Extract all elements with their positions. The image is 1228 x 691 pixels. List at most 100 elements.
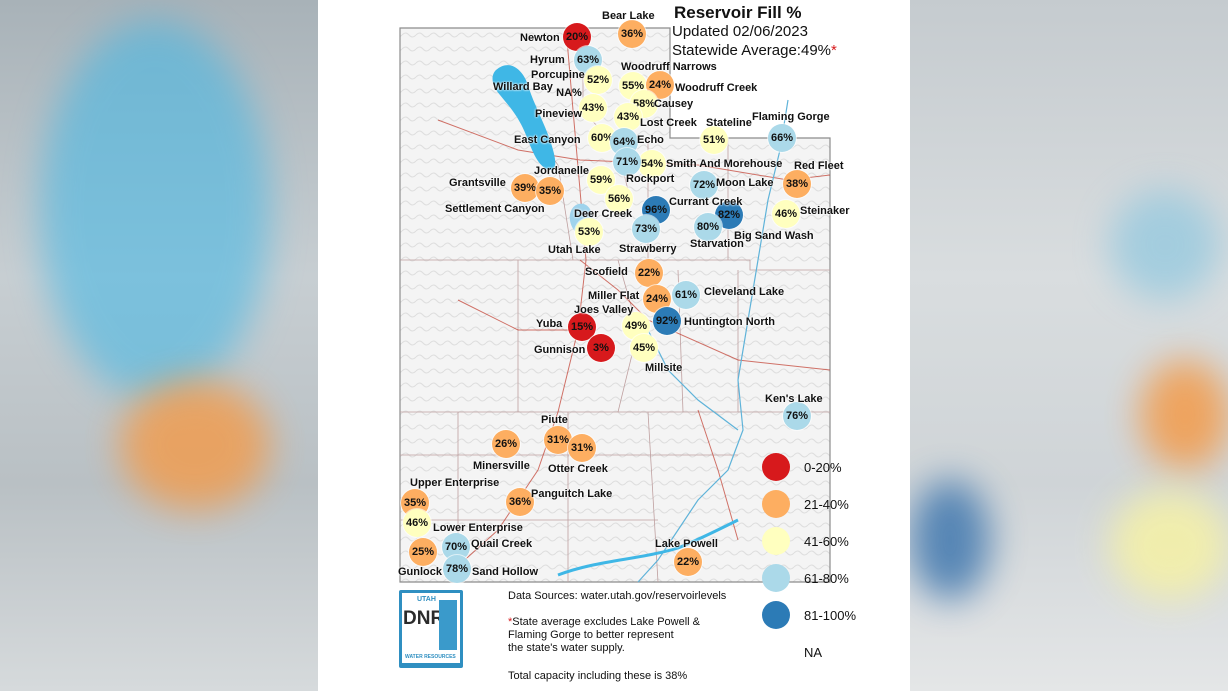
- reservoir-label-big-sand-wash: Big Sand Wash: [734, 230, 814, 242]
- legend-label: NA: [804, 644, 823, 660]
- dnr-logo: UTAH DNR WATER RESOURCES: [399, 590, 463, 668]
- reservoir-marker-scofield: 22%: [635, 259, 663, 287]
- blurred-background-left: [0, 0, 318, 691]
- average-note: *State average excludes Lake Powell & Fl…: [508, 616, 701, 654]
- legend-swatch: [762, 564, 790, 592]
- blur-orange-blob: [120, 380, 270, 510]
- reservoir-label-upper-enterprise: Upper Enterprise: [410, 477, 500, 489]
- reservoir-marker-panguitch-lake: 36%: [506, 488, 534, 516]
- reservoir-label-quail-creek: Quail Creek: [471, 538, 533, 550]
- reservoir-marker-woodruff-narrows: 55%: [619, 72, 647, 100]
- updated-date: Updated 02/06/2023: [672, 23, 808, 40]
- reservoir-marker-flaming-gorge: 66%: [768, 124, 796, 152]
- logo-state-shape: [439, 600, 457, 650]
- reservoir-label-piute: Piute: [541, 414, 568, 426]
- legend-item: 81-100%: [762, 601, 856, 629]
- reservoir-label-gunlock: Gunlock: [398, 566, 443, 578]
- reservoir-label-utah-lake: Utah Lake: [548, 244, 601, 256]
- reservoir-marker-piute: 31%: [544, 426, 572, 454]
- reservoir-label-causey: Causey: [654, 98, 694, 110]
- rivers: [637, 99, 789, 583]
- reservoir-marker-pineview: 43%: [579, 94, 607, 122]
- reservoir-marker-bear-lake: 36%: [618, 20, 646, 48]
- reservoir-label-strawberry: Strawberry: [619, 243, 677, 255]
- reservoir-label-yuba: Yuba: [536, 318, 563, 330]
- logo-bottom-text: WATER RESOURCES: [405, 654, 456, 660]
- reservoir-marker-huntington-north: 92%: [653, 307, 681, 335]
- reservoir-label-otter-creek: Otter Creek: [548, 463, 608, 475]
- reservoir-label-lower-enterprise: Lower Enterprise: [433, 522, 523, 534]
- reservoir-marker-ken-s-lake: 76%: [783, 402, 811, 430]
- reservoir-label-moon-lake: Moon Lake: [716, 177, 774, 189]
- reservoir-label-miller-flat: Miller Flat: [588, 290, 640, 302]
- legend-label: 21-40%: [804, 496, 849, 512]
- great-salt-lake: [492, 65, 556, 170]
- blur-orange-blob: [1140, 360, 1228, 470]
- reservoir-label-steinaker: Steinaker: [800, 205, 850, 217]
- reservoir-marker-moon-lake: 72%: [690, 171, 718, 199]
- reservoir-label-sand-hollow: Sand Hollow: [472, 566, 538, 578]
- reservoir-marker-gunlock: 25%: [409, 538, 437, 566]
- logo-main-text: DNR: [403, 608, 445, 629]
- reservoir-label-deer-creek: Deer Creek: [574, 208, 633, 220]
- reservoir-label-starvation: Starvation: [690, 238, 744, 250]
- reservoir-label-red-fleet: Red Fleet: [794, 160, 844, 172]
- reservoir-label-stateline: Stateline: [706, 117, 752, 129]
- reservoir-label-east-canyon: East Canyon: [514, 134, 581, 146]
- legend-item: 41-60%: [762, 527, 849, 555]
- reservoir-marker-grantsville: 39%: [511, 174, 539, 202]
- legend-item: 61-80%: [762, 564, 849, 592]
- reservoir-marker-porcupine: 52%: [584, 66, 612, 94]
- reservoir-marker-big-sand-wash: 82%: [715, 201, 743, 229]
- reservoir-label-flaming-gorge: Flaming Gorge: [752, 111, 830, 123]
- blurred-background-right: [910, 0, 1228, 691]
- legend-item: NA: [762, 638, 822, 666]
- blur-lake-blob: [40, 20, 270, 400]
- legend-item: 21-40%: [762, 490, 849, 518]
- reservoir-label-echo: Echo: [637, 134, 664, 146]
- reservoir-label-grantsville: Grantsville: [449, 177, 506, 189]
- legend-label: 41-60%: [804, 533, 849, 549]
- reservoir-marker-cleveland-lake: 61%: [672, 281, 700, 309]
- reservoir-marker-smith-and-morehouse: 54%: [638, 150, 666, 178]
- legend-swatch: [762, 490, 790, 518]
- utah-map: Reservoir Fill % Updated 02/06/2023 Stat…: [318, 0, 910, 691]
- reservoir-label-ken-s-lake: Ken's Lake: [765, 393, 823, 405]
- reservoir-label-currant-creek: Currant Creek: [669, 196, 743, 208]
- reservoir-marker-stateline: 51%: [700, 126, 728, 154]
- reservoir-marker-deer-creek: 56%: [605, 185, 633, 213]
- legend-swatch: [762, 453, 790, 481]
- reservoir-label-rockport: Rockport: [626, 173, 675, 185]
- reservoir-marker-settlement-canyon: 35%: [536, 177, 564, 205]
- statewide-average: Statewide Average:49%*: [672, 42, 837, 59]
- reservoir-label-huntington-north: Huntington North: [684, 316, 776, 328]
- reservoir-marker-rockport: 71%: [613, 148, 641, 176]
- reservoir-label-porcupine: Porcupine: [531, 69, 585, 81]
- reservoir-label-settlement-canyon: Settlement Canyon: [445, 203, 545, 215]
- reservoir-marker-unnamed: NA%: [556, 87, 582, 99]
- legend-item: 0-20%: [762, 453, 842, 481]
- reservoir-marker-utah-lake: 53%: [575, 218, 603, 246]
- reservoir-marker-gunnison: 3%: [587, 334, 615, 362]
- logo-top-text: UTAH: [417, 596, 436, 603]
- reservoir-label-hyrum: Hyrum: [530, 54, 565, 66]
- legend-label: 61-80%: [804, 570, 849, 586]
- reservoir-marker-millsite: 45%: [630, 334, 658, 362]
- legend-label: 0-20%: [804, 459, 842, 475]
- legend-swatch: [762, 527, 790, 555]
- reservoir-label-jordanelle: Jordanelle: [534, 165, 590, 177]
- reservoir-label-woodruff-creek: Woodruff Creek: [675, 82, 758, 94]
- reservoir-marker-starvation: 80%: [694, 213, 722, 241]
- reservoir-marker-red-fleet: 38%: [783, 170, 811, 198]
- reservoir-map-card: Reservoir Fill % Updated 02/06/2023 Stat…: [318, 0, 910, 691]
- reservoir-marker-steinaker: 46%: [772, 200, 800, 228]
- reservoir-marker-lost-creek: 43%: [614, 103, 642, 131]
- reservoir-label-panguitch-lake: Panguitch Lake: [531, 488, 613, 500]
- blur-yellow-blob: [1110, 490, 1228, 600]
- reservoir-label-smith-and-morehouse: Smith And Morehouse: [666, 158, 783, 170]
- reservoir-marker-lower-enterprise: 46%: [403, 509, 431, 537]
- reservoir-label-woodruff-narrows: Woodruff Narrows: [621, 61, 717, 73]
- reservoir-marker-strawberry: 73%: [632, 215, 660, 243]
- reservoir-label-bear-lake: Bear Lake: [602, 10, 655, 22]
- blur-blue-blob: [1110, 190, 1220, 300]
